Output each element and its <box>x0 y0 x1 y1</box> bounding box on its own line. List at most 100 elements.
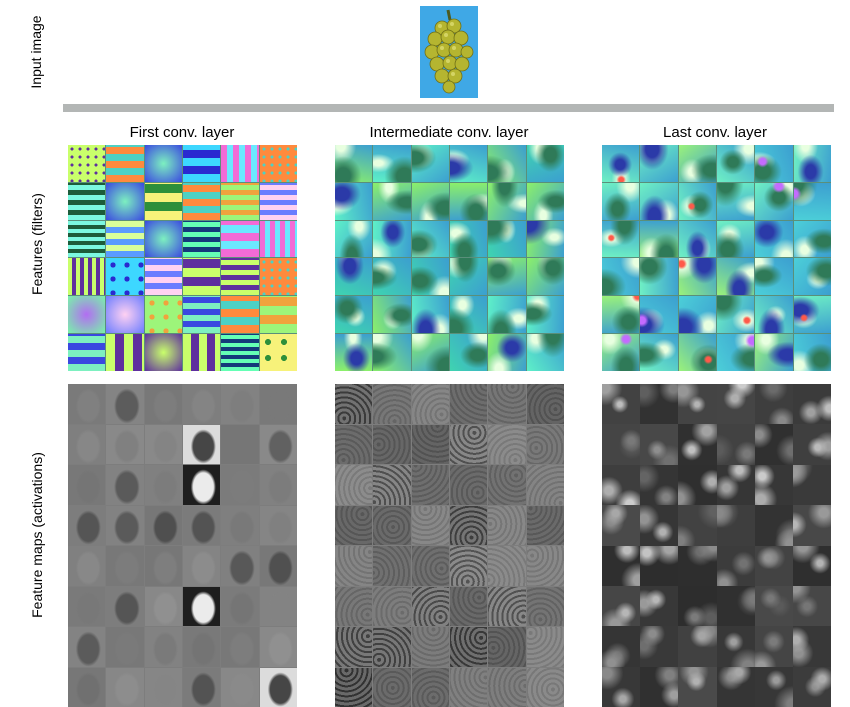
feature-map-tile <box>640 424 679 465</box>
filter-tile <box>755 220 793 258</box>
feature-map-tile <box>602 626 641 667</box>
feature-map-tile <box>259 505 297 545</box>
filter-tile <box>182 296 221 334</box>
filter-tile <box>106 145 144 182</box>
feature-map-tile <box>449 424 488 464</box>
filter-tile <box>68 296 106 334</box>
filter-tile <box>106 220 144 258</box>
filter-tile <box>488 258 526 296</box>
feature-map-tile <box>144 627 182 667</box>
feature-map-tile <box>106 384 144 424</box>
filter-tile <box>221 182 259 220</box>
filters-last-layer <box>602 145 831 371</box>
feature-maps-last-layer <box>602 384 831 707</box>
feature-map-tile <box>754 545 793 586</box>
feature-map-tile <box>754 585 793 627</box>
filter-tile <box>68 145 106 182</box>
filter-tile <box>793 220 831 258</box>
feature-map-tile <box>373 465 411 505</box>
feature-map-tile <box>602 666 641 707</box>
filter-tile <box>411 145 449 182</box>
feature-maps-label: Feature maps (activations) <box>29 452 45 618</box>
filter-tile <box>716 182 755 220</box>
filter-tile <box>755 182 793 220</box>
filter-tile <box>106 258 144 296</box>
feature-map-tile <box>754 505 793 546</box>
feature-map-tile <box>526 424 564 464</box>
feature-map-tile <box>678 464 717 506</box>
feature-map-tile <box>526 465 564 505</box>
filter-tile <box>373 182 411 220</box>
filter-tile <box>411 334 449 371</box>
feature-map-tile <box>678 545 717 586</box>
feature-map-tile <box>678 666 717 707</box>
feature-map-tile <box>449 627 488 667</box>
filter-tile <box>602 334 640 371</box>
feature-map-tile <box>488 505 526 545</box>
feature-map-tile <box>449 586 488 626</box>
filter-tile <box>488 334 526 371</box>
filter-tile <box>488 220 526 258</box>
filter-tile <box>221 258 259 296</box>
filter-tile <box>449 220 488 258</box>
filter-tile <box>106 296 144 334</box>
filter-tile <box>449 334 488 371</box>
feature-map-tile <box>335 627 373 667</box>
feature-map-tile <box>373 424 411 464</box>
feature-map-tile <box>640 464 679 506</box>
feature-map-tile <box>526 586 564 626</box>
filter-tile <box>68 182 106 220</box>
filter-tile <box>373 220 411 258</box>
feature-map-tile <box>449 465 488 505</box>
filter-tile <box>335 296 373 334</box>
filter-tile <box>335 220 373 258</box>
filter-tile <box>335 334 373 371</box>
feature-map-tile <box>373 667 411 707</box>
feature-map-tile <box>106 505 144 545</box>
filter-tile <box>678 145 716 182</box>
feature-map-tile <box>259 667 297 707</box>
feature-map-tile <box>144 586 182 626</box>
feature-map-tile <box>182 667 221 707</box>
feature-map-tile <box>373 546 411 586</box>
feature-map-tile <box>182 424 221 464</box>
filter-tile <box>182 258 221 296</box>
filter-tile <box>182 145 221 182</box>
feature-map-tile <box>488 627 526 667</box>
feature-map-tile <box>449 546 488 586</box>
filter-tile <box>449 258 488 296</box>
filter-tile <box>755 145 793 182</box>
feature-map-tile <box>678 626 717 667</box>
feature-map-tile <box>259 627 297 667</box>
feature-map-tile <box>488 667 526 707</box>
feature-map-tile <box>754 384 793 425</box>
filters-first-layer <box>68 145 297 371</box>
feature-map-tile <box>602 585 641 627</box>
feature-map-tile <box>488 586 526 626</box>
feature-map-tile <box>488 384 526 424</box>
filter-tile <box>678 220 716 258</box>
feature-map-tile <box>678 384 717 425</box>
feature-map-tile <box>449 505 488 545</box>
feature-map-tile <box>602 545 641 586</box>
filter-tile <box>755 334 793 371</box>
filter-tile <box>640 334 678 371</box>
feature-map-tile <box>716 505 755 546</box>
filter-tile <box>68 220 106 258</box>
feature-map-tile <box>335 384 373 424</box>
filter-tile <box>716 334 755 371</box>
filter-tile <box>526 220 564 258</box>
feature-map-tile <box>411 667 449 707</box>
filter-tile <box>526 334 564 371</box>
feature-map-tile <box>335 586 373 626</box>
filter-tile <box>144 296 182 334</box>
feature-map-tile <box>68 546 106 586</box>
feature-map-tile <box>792 585 831 627</box>
filter-tile <box>602 296 640 334</box>
feature-map-tile <box>182 384 221 424</box>
feature-map-tile <box>640 626 679 667</box>
column-header-first: First conv. layer <box>129 124 235 141</box>
filter-tile <box>793 334 831 371</box>
filter-tile <box>602 145 640 182</box>
filter-tile <box>640 258 678 296</box>
